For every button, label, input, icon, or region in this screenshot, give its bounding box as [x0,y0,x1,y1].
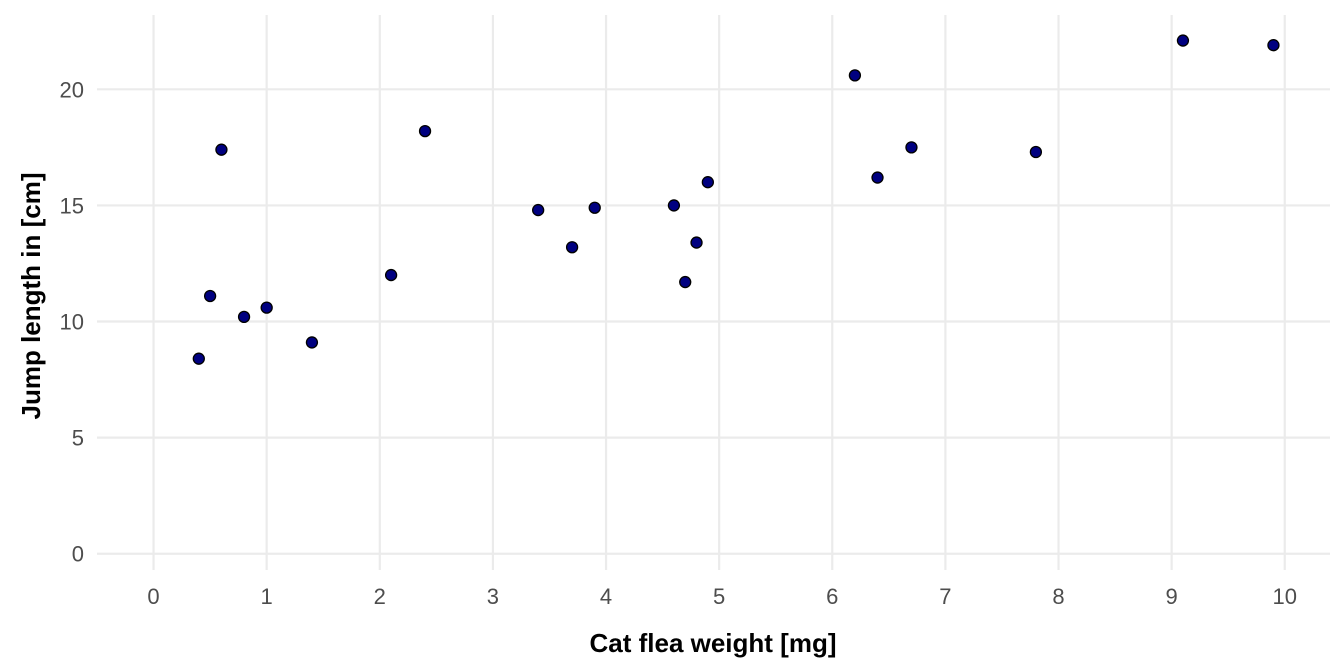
y-tick-label: 10 [60,310,84,335]
x-tick-label: 1 [261,584,273,609]
data-point [679,275,692,289]
data-point [418,124,432,138]
data-point [588,201,601,214]
y-tick-label: 5 [72,426,84,451]
x-tick-label: 2 [374,584,386,609]
x-tick-label: 4 [600,584,612,609]
x-tick-label: 5 [713,584,725,609]
data-point [1029,145,1043,159]
x-tick-label: 3 [487,584,499,609]
y-tick-label: 20 [60,77,84,102]
data-point [871,171,884,184]
grid-lines [97,15,1330,570]
data-point [1176,34,1190,47]
x-tick-label: 9 [1166,584,1178,609]
data-point [690,236,703,249]
y-axis-title: Jump length in [cm] [16,173,46,420]
x-tick-label: 7 [939,584,951,609]
data-point [215,143,228,156]
y-tick-label: 15 [60,193,84,218]
y-tick-label: 0 [72,542,84,567]
x-tick-label: 0 [147,584,159,609]
data-point [192,352,205,365]
data-point [905,141,918,154]
data-point [305,336,319,349]
data-point [848,69,862,82]
data-point [701,176,714,189]
data-points [192,34,1280,365]
x-axis-title: Cat flea weight [mg] [589,628,836,658]
data-point [1267,39,1280,52]
x-tick-label: 6 [826,584,838,609]
data-point [565,241,579,254]
data-point [260,301,273,314]
data-point [203,289,217,303]
data-point [384,268,398,282]
data-point [237,310,251,324]
y-tick-labels: 0 5 10 15 20 [60,77,84,566]
x-tick-labels: 0 1 2 3 4 5 6 7 8 9 10 [147,584,1297,609]
x-tick-label: 10 [1273,584,1297,609]
data-point [532,203,545,217]
data-point [667,199,681,212]
x-tick-label: 8 [1052,584,1064,609]
